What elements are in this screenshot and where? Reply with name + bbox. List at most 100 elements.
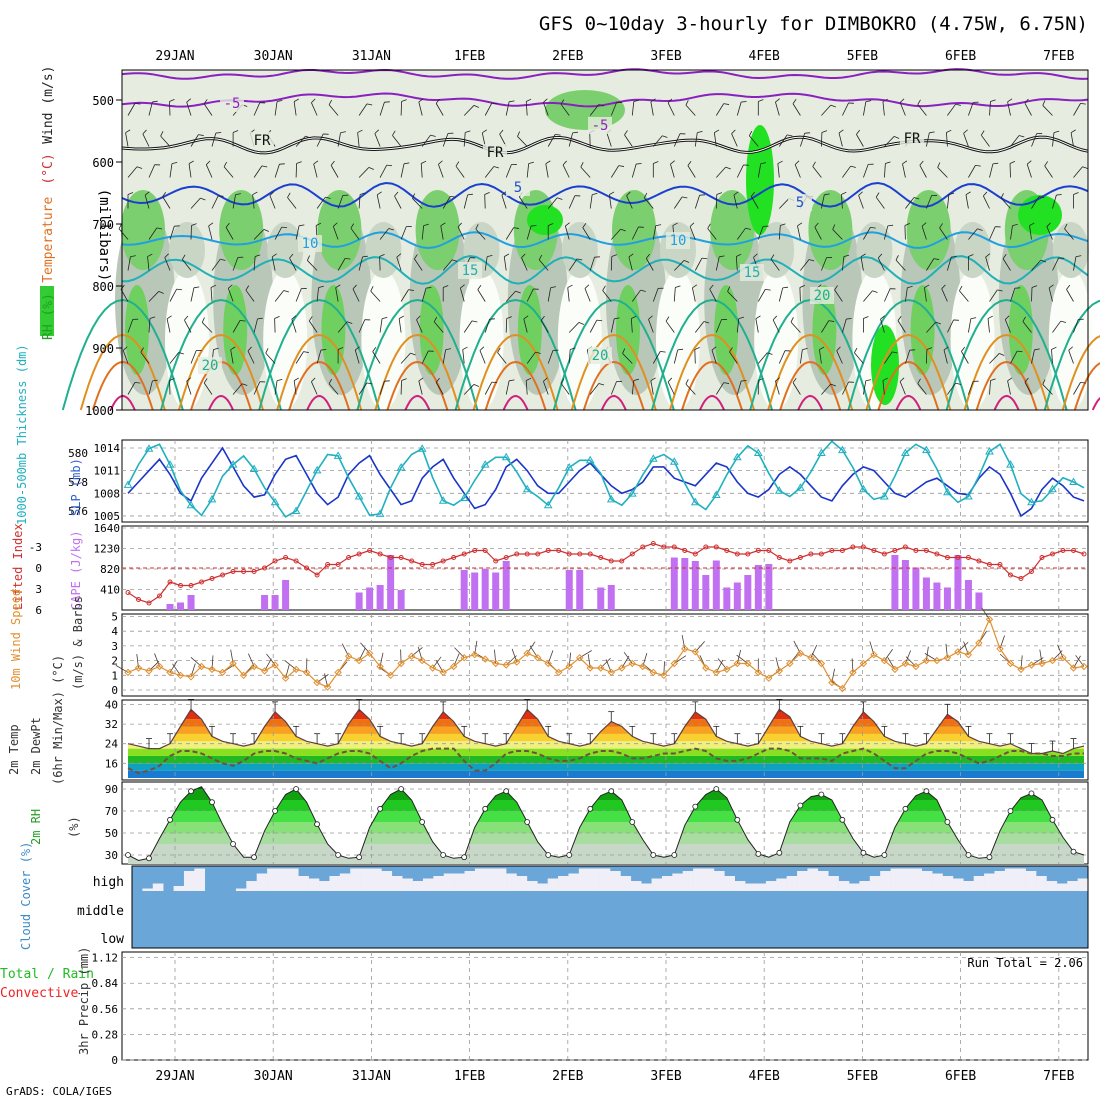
wind-barb xyxy=(253,165,268,178)
wind-barb xyxy=(1004,315,1011,333)
wind-barb-flag xyxy=(667,377,673,383)
wind-barb-flag xyxy=(755,315,761,320)
wind-barb-flag xyxy=(580,162,584,168)
wind-barb-flag xyxy=(392,130,396,136)
wind-barb-flag xyxy=(598,383,605,386)
wind-barb-flag xyxy=(687,161,692,166)
wind-speed-marker xyxy=(817,659,826,668)
wind-barb xyxy=(442,348,451,364)
wind-barb xyxy=(396,253,402,271)
wind-barb-shaft xyxy=(794,164,801,178)
wind-barb xyxy=(863,290,878,302)
wind-barb xyxy=(144,191,150,209)
wind-barb-flag xyxy=(247,346,252,352)
wind-barb-flag xyxy=(848,381,854,383)
wind-barb xyxy=(711,346,717,364)
wind-barb-shaft xyxy=(946,132,948,147)
wind-barb-flag xyxy=(263,229,269,232)
wind-barb-flag xyxy=(210,284,217,288)
wind-barb xyxy=(166,315,172,333)
cloud-layer-label: low xyxy=(101,932,125,947)
li-marker xyxy=(923,548,929,553)
wind-speed-marker xyxy=(145,667,153,675)
wind-barb-flag xyxy=(223,161,227,167)
wind-barb-flag xyxy=(650,377,656,382)
temp-contour-dome xyxy=(356,298,479,411)
thickness-marker xyxy=(690,497,700,506)
rh-marker xyxy=(671,852,678,858)
wind-barb-flag xyxy=(1031,285,1038,288)
wind-barb-shaft xyxy=(757,163,762,178)
wind-speed-marker xyxy=(849,668,857,677)
wind-barb-shaft xyxy=(186,102,192,116)
wind-speed-marker xyxy=(628,659,637,668)
cloud-bar-high xyxy=(952,878,964,891)
cape-bar xyxy=(177,602,185,610)
wind-barb xyxy=(1073,318,1084,333)
wind-barb xyxy=(968,228,983,240)
slp-tick-label: 1014 xyxy=(94,442,121,455)
wind-barb-shaft xyxy=(503,256,507,271)
wind-speed-marker xyxy=(523,649,531,658)
wind-barb-shaft xyxy=(610,165,620,178)
wind-barb-flag xyxy=(992,162,999,165)
wind-barb-flag xyxy=(142,129,147,135)
chart-title: GFS 0~10day 3-hourly for DIMBOKRO (4.75W… xyxy=(539,13,1088,35)
wind-barb-shaft xyxy=(610,102,617,116)
wind-barb-shaft xyxy=(484,381,493,395)
wind-barb xyxy=(884,224,894,240)
wind-barb xyxy=(525,98,532,116)
wind-barb-shaft xyxy=(526,163,530,178)
wind-barb-flag xyxy=(147,253,153,257)
rh-tick-label: 70 xyxy=(105,805,118,818)
wind-barb-shaft xyxy=(750,196,759,209)
wind-barb-shaft xyxy=(418,380,423,395)
wind-barb xyxy=(980,130,990,147)
wind-barb-flag xyxy=(790,317,794,323)
wind-barb-shaft xyxy=(547,197,558,209)
wind-barb-shaft xyxy=(201,322,213,333)
wind-barb xyxy=(652,135,668,147)
wind-barb-shaft xyxy=(838,132,843,147)
wind-barb-shaft xyxy=(358,319,366,333)
wind-barb-flag xyxy=(1007,98,1013,103)
wind-barb xyxy=(543,377,549,395)
li-marker xyxy=(419,562,425,567)
wind-barb-flag xyxy=(421,160,427,164)
wind-barb-shaft xyxy=(947,194,950,209)
wind-barb-flag xyxy=(1019,135,1025,138)
wind-barb-flag xyxy=(677,348,684,351)
temp-contour-dome xyxy=(681,360,743,411)
freezing-contour-inner xyxy=(121,136,1089,154)
wind-barb-shaft xyxy=(274,164,280,178)
wind-barb-shaft xyxy=(882,380,885,395)
temp-contour-minus10 xyxy=(121,68,1089,80)
wind-barb-shaft xyxy=(211,195,219,209)
cloud-bar-high xyxy=(890,868,902,891)
rh-marker xyxy=(503,788,510,795)
li-marker xyxy=(577,551,583,557)
wind-barb-flag xyxy=(335,284,341,289)
wind-barb xyxy=(1051,346,1057,364)
precip-ylabel: 3hr Precip (mm) xyxy=(77,947,91,1055)
wind-frame xyxy=(121,613,1089,697)
wind-barb-flag xyxy=(731,129,736,134)
wind-barb-flag xyxy=(821,130,828,133)
wind-barb-flag xyxy=(1029,222,1035,226)
cape-bar xyxy=(376,585,384,610)
wind-speed-marker xyxy=(260,667,269,675)
wind-barb xyxy=(501,191,507,209)
wind-speed-marker xyxy=(428,664,437,672)
wind-barb-flag xyxy=(298,224,305,227)
wind-barb-flag xyxy=(406,226,412,227)
cloud-bar-high xyxy=(1036,876,1047,891)
wind-barb-flag xyxy=(826,257,833,258)
cloud-bar-high xyxy=(745,883,756,891)
contour-label: 15 xyxy=(462,263,479,279)
cloud-bar-high xyxy=(786,876,798,891)
wind-barb-flag xyxy=(850,165,856,168)
wind-speed-marker xyxy=(124,668,132,677)
wind-barb xyxy=(674,260,690,271)
li-marker xyxy=(409,558,415,564)
wind-barb xyxy=(1031,348,1040,364)
